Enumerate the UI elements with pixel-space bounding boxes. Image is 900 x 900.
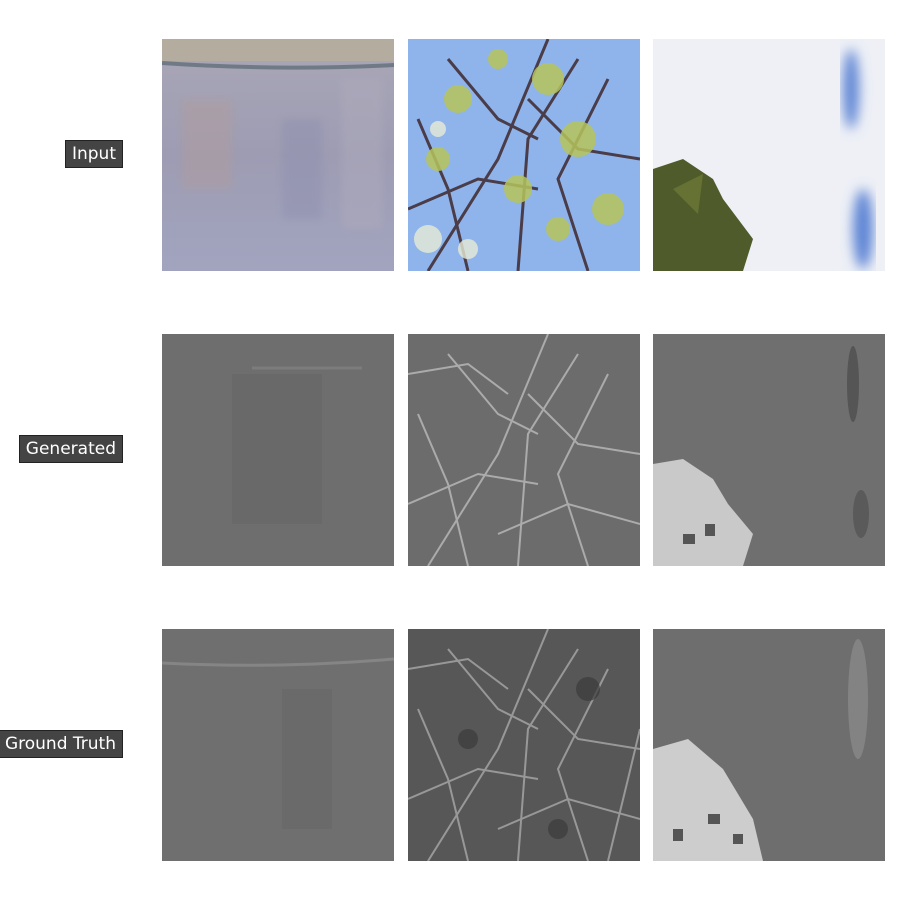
generated-image-sky (653, 334, 885, 566)
row-label-input: Input (64, 140, 123, 168)
input-image-wall (162, 39, 394, 271)
ground-truth-image-tree (408, 629, 640, 861)
ground-truth-image-wall (162, 629, 394, 861)
ground-truth-image-sky (653, 629, 885, 861)
generated-image-wall (162, 334, 394, 566)
input-image-tree (408, 39, 640, 271)
row-label-generated: Generated (18, 435, 123, 463)
row-label-ground-truth: Ground Truth (0, 730, 123, 758)
generated-image-tree (408, 334, 640, 566)
input-image-sky (653, 39, 885, 271)
